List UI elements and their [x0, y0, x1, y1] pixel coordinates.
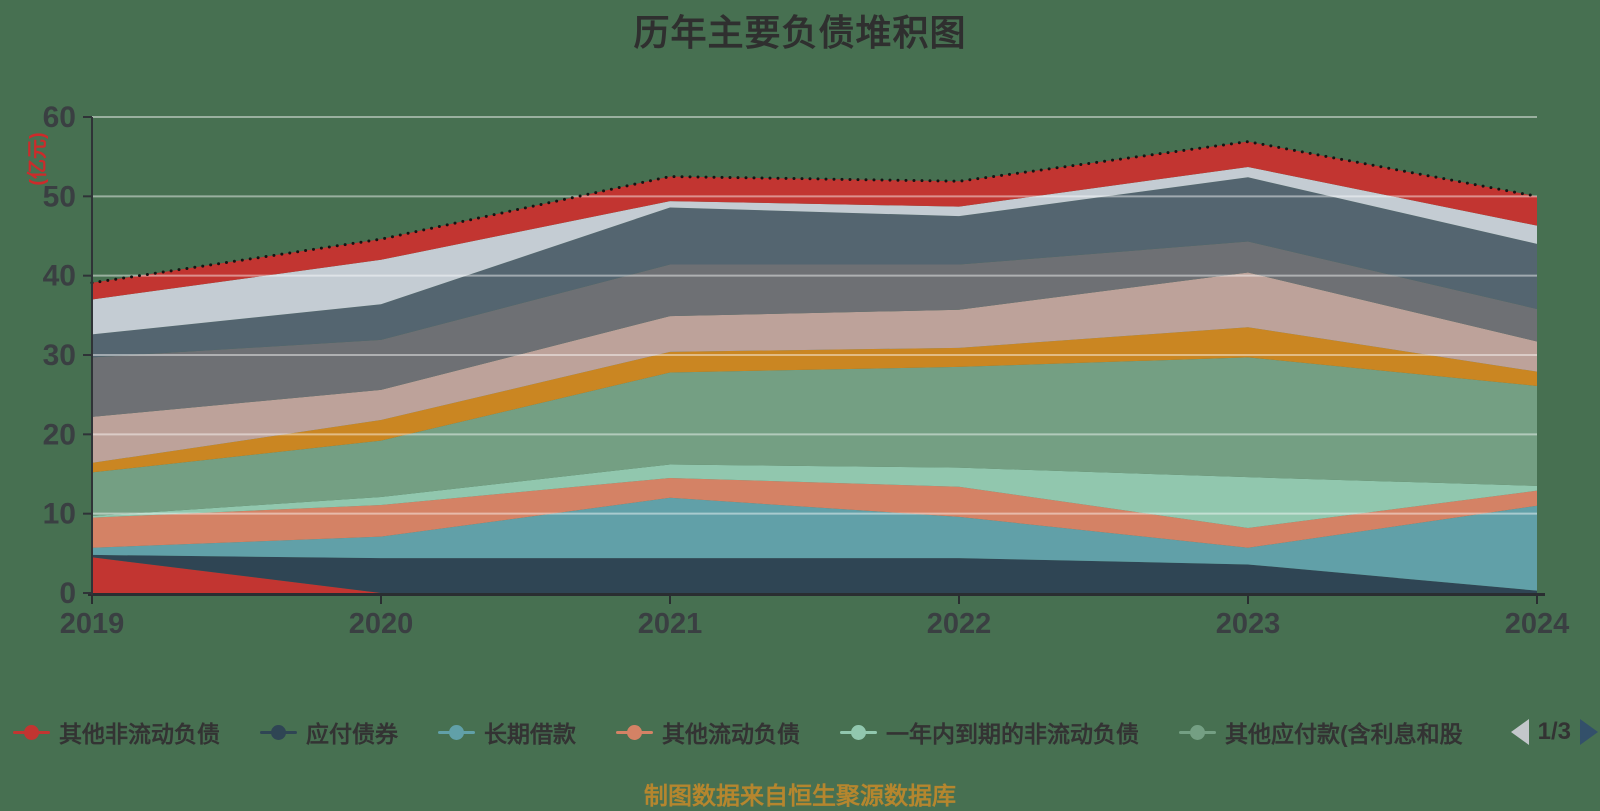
legend-item[interactable]: 一年内到期的非流动负债 — [840, 715, 1139, 749]
y-tick-label: 60 — [43, 101, 76, 134]
x-tick-label: 2020 — [349, 608, 414, 640]
y-tick-label: 40 — [43, 260, 76, 293]
area-series[interactable] — [92, 241, 1537, 417]
area-series[interactable] — [92, 497, 1537, 591]
x-tick-label: 2023 — [1216, 608, 1281, 640]
y-tick-label: 20 — [43, 418, 76, 451]
legend-item-label: 一年内到期的非流动负债 — [886, 721, 1139, 747]
area-series[interactable] — [92, 177, 1537, 358]
x-tick-label: 2022 — [927, 608, 992, 640]
y-tick-label: 10 — [43, 498, 76, 531]
stacked-area-chart: 2019 2020 2021 2022 2023 2024 0 10 20 30 40 50 60 — [43, 101, 1570, 640]
legend-item-label: 应付债券 — [306, 721, 398, 747]
legend-item[interactable]: 其他非流动负债 — [13, 715, 220, 749]
legend-marker-icon — [840, 723, 877, 741]
x-tick-label: 2024 — [1505, 608, 1570, 640]
legend-item[interactable]: 其他流动负债 — [616, 715, 800, 749]
area-series[interactable] — [92, 327, 1537, 473]
x-tick-label: 2019 — [60, 608, 125, 640]
data-source-caption: 制图数据来自恒生聚源数据库 — [644, 783, 956, 810]
x-tick-label: 2021 — [638, 608, 703, 640]
area-series[interactable] — [92, 357, 1537, 517]
page-title: 历年主要负债堆积图 — [633, 12, 967, 53]
chart-legend: 其他非流动负债 应付债券 长期借款 其他流动负债 一年内到期的非流动负债 其他应付款(含利… — [13, 710, 1482, 754]
area-series[interactable] — [92, 557, 1537, 593]
legend-item[interactable]: 其他应付款(含利息和股 — [1179, 715, 1463, 749]
legend-item[interactable]: 应付债券 — [260, 715, 398, 749]
y-tick-label: 50 — [43, 180, 76, 213]
legend-item[interactable]: 长期借款 — [438, 715, 576, 749]
area-series[interactable] — [92, 272, 1537, 463]
area-series[interactable] — [92, 166, 1537, 335]
legend-item-label: 其他应付款(含利息和股 — [1225, 721, 1463, 747]
legend-item-label: 其他非流动负债 — [59, 721, 220, 747]
legend-pager-label: 1/3 — [1537, 718, 1571, 745]
legend-marker-icon — [438, 723, 475, 741]
legend-item-label: 其他流动负债 — [662, 721, 800, 747]
area-series[interactable] — [92, 554, 1537, 593]
y-tick-label: 0 — [59, 577, 76, 610]
legend-marker-icon — [1179, 723, 1216, 741]
legend-pager: 1/3 — [1510, 710, 1598, 754]
legend-next-icon[interactable] — [1580, 719, 1598, 745]
y-tick-label: 30 — [43, 339, 76, 372]
legend-marker-icon — [13, 723, 50, 741]
legend-prev-icon[interactable] — [1510, 719, 1529, 745]
area-series[interactable] — [92, 477, 1537, 548]
area-series[interactable] — [92, 464, 1537, 528]
legend-marker-icon — [616, 723, 653, 741]
legend-item-label: 长期借款 — [484, 721, 576, 747]
legend-marker-icon — [260, 723, 297, 741]
